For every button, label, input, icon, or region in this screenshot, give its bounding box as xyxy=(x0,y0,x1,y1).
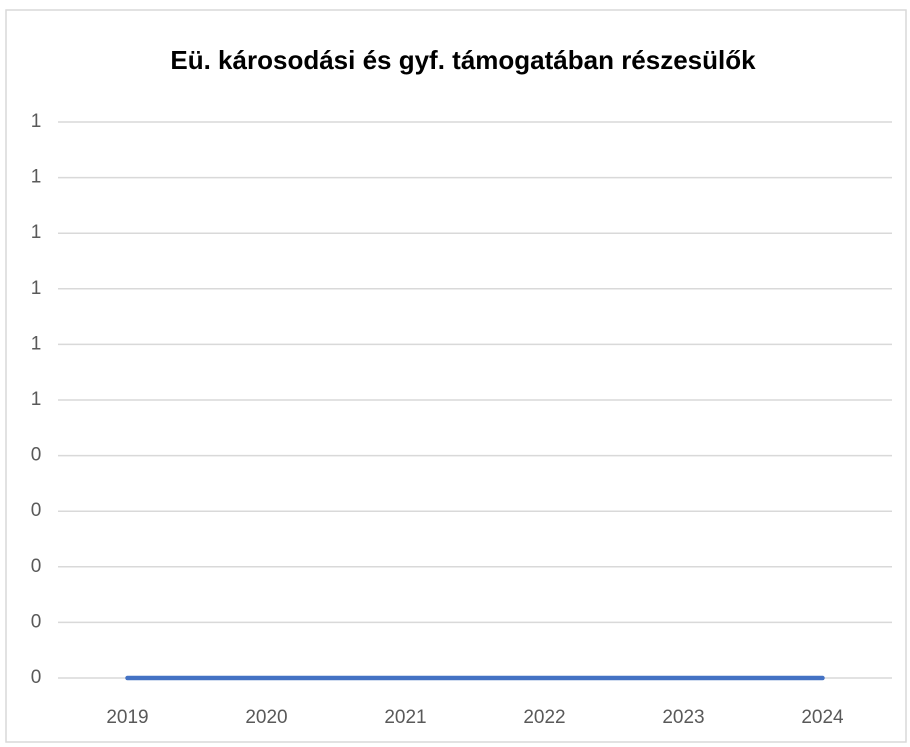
y-tick-label: 0 xyxy=(31,556,42,577)
y-tick-label: 1 xyxy=(31,333,42,354)
chart-border xyxy=(5,9,907,743)
chart-title: Eü. károsodási és gyf. támogatában része… xyxy=(170,45,756,75)
y-tick-label: 0 xyxy=(31,611,42,632)
y-tick-label: 1 xyxy=(31,278,42,299)
y-tick-label: 0 xyxy=(31,445,42,466)
x-tick-label: 2020 xyxy=(245,707,287,728)
x-tick-label: 2019 xyxy=(106,707,148,728)
x-tick-label: 2024 xyxy=(801,707,844,728)
x-tick-label: 2023 xyxy=(662,707,704,728)
x-tick-label: 2022 xyxy=(523,707,565,728)
y-tick-label: 1 xyxy=(31,111,42,132)
y-tick-label: 0 xyxy=(31,667,42,688)
y-tick-label: 1 xyxy=(31,389,42,410)
y-tick-label: 1 xyxy=(31,222,42,243)
x-tick-label: 2021 xyxy=(384,707,426,728)
y-tick-label: 0 xyxy=(31,500,42,521)
y-tick-label: 1 xyxy=(31,167,42,188)
